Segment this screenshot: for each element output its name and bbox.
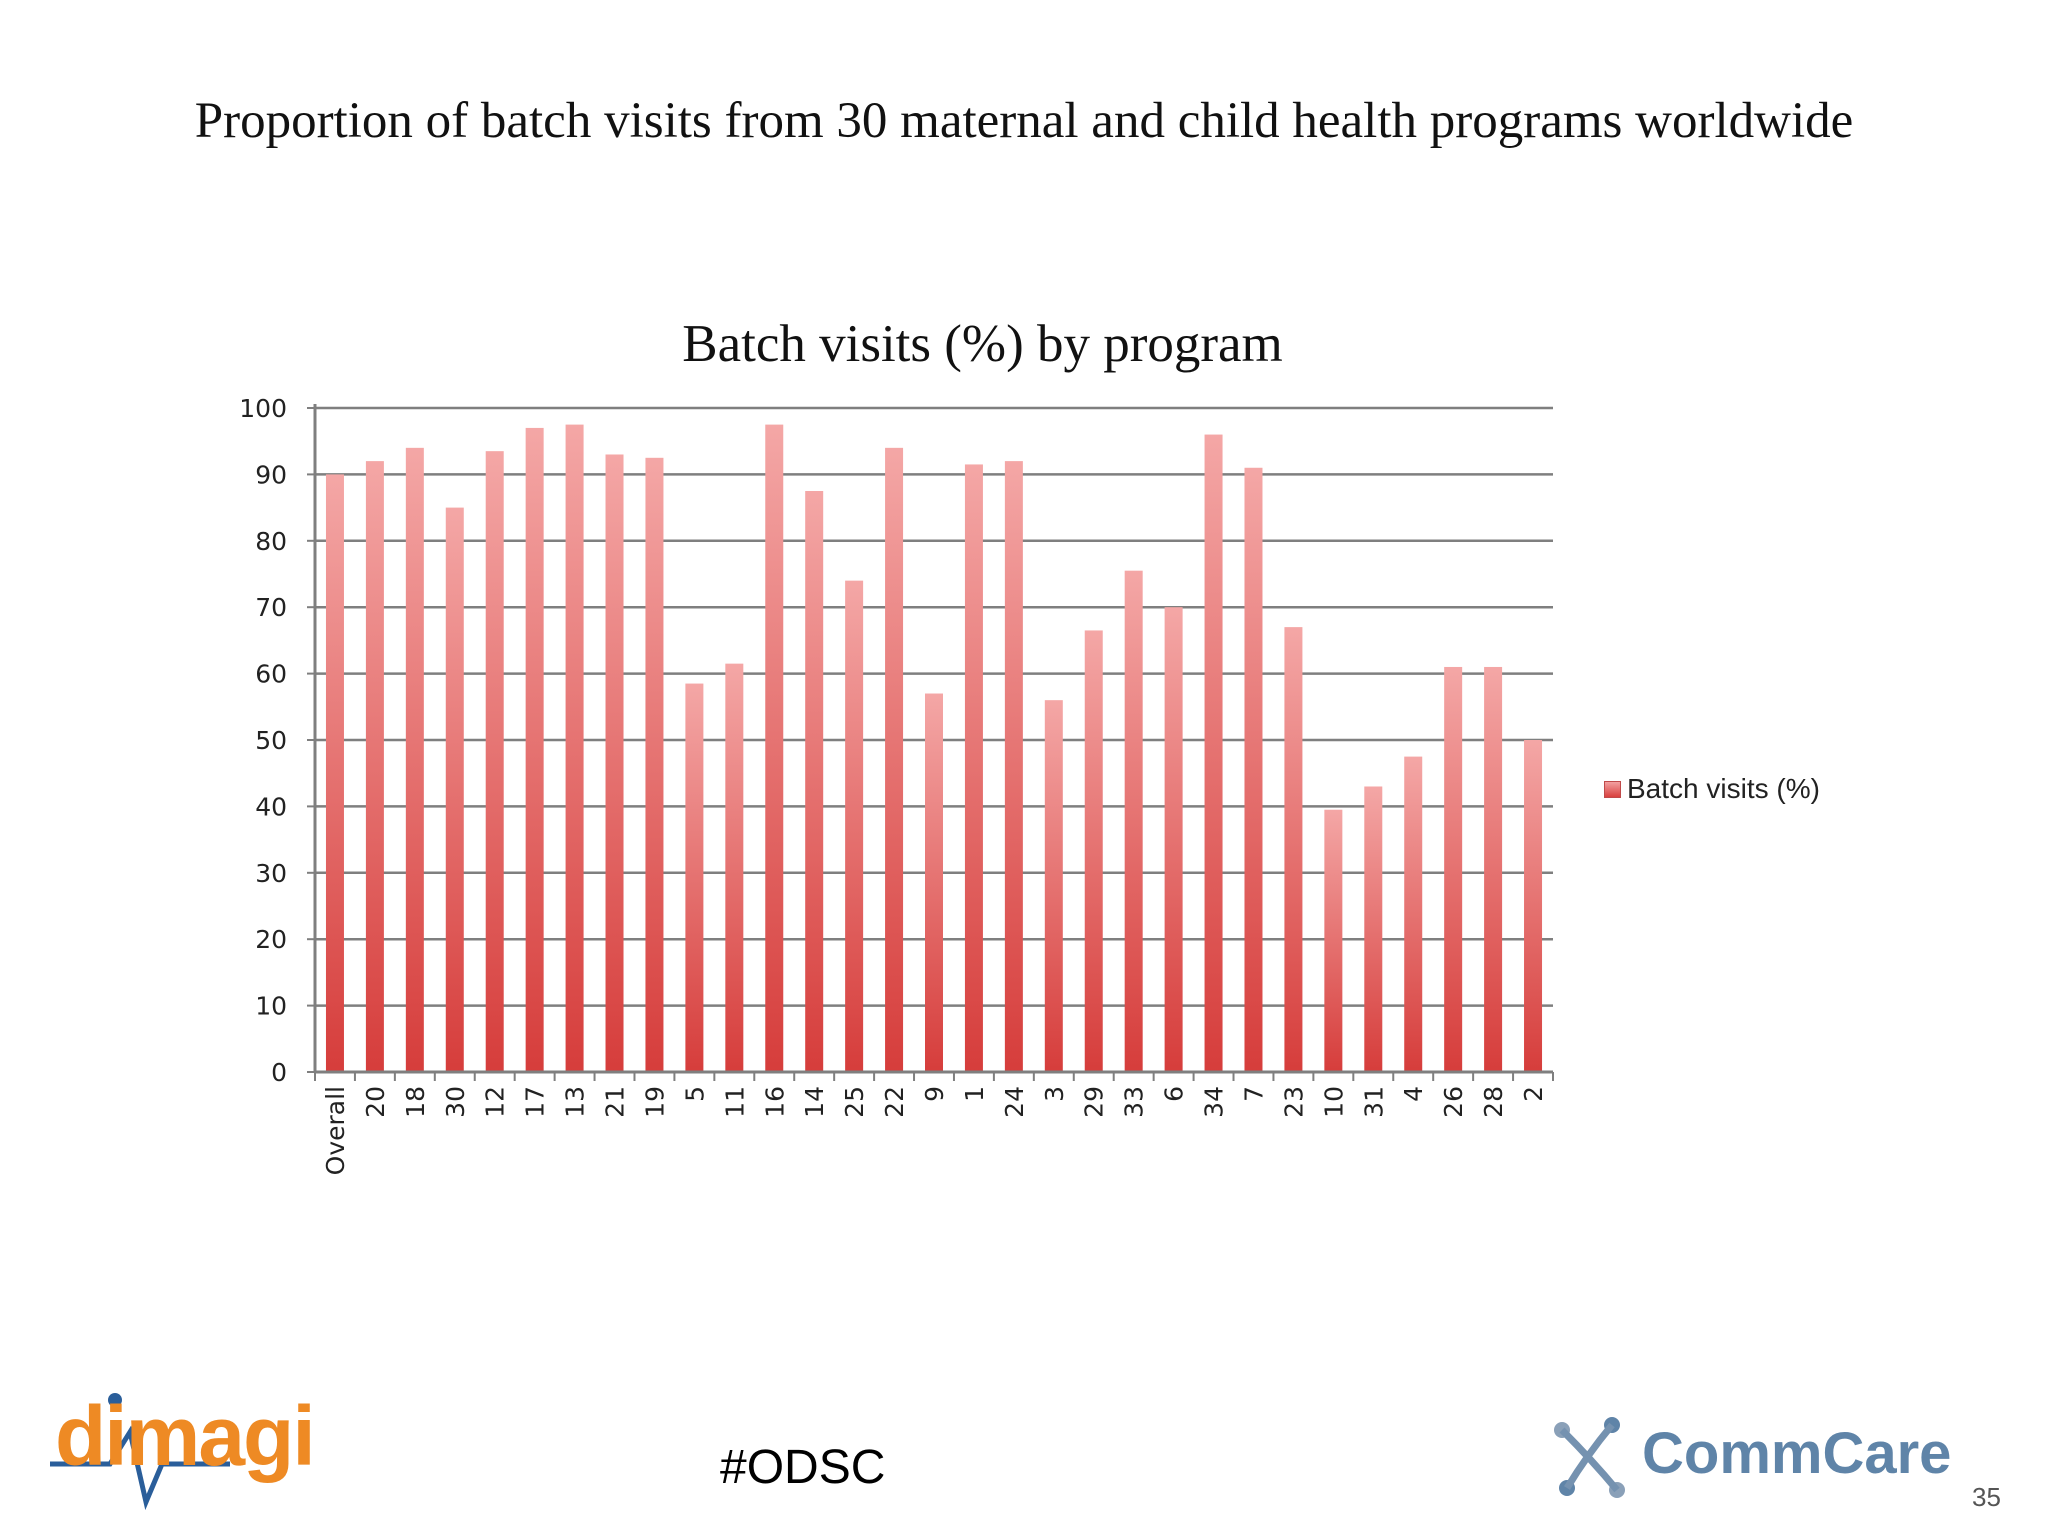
x-tick-label: 31 [1359,1086,1388,1118]
bar [805,491,824,1072]
x-tick-label: 7 [1239,1086,1268,1102]
legend-label: Batch visits (%) [1627,773,1820,804]
x-tick-label: Overall [321,1086,350,1175]
commcare-logo-text: CommCare [1642,1421,1952,1486]
x-tick-label: 9 [920,1086,949,1102]
x-tick-label: 29 [1080,1086,1109,1118]
x-tick-label: 6 [1160,1086,1189,1102]
x-tick-label: 33 [1120,1086,1149,1118]
y-tick-label: 30 [255,859,287,888]
dimagi-logo-text: dimagi [55,1389,316,1483]
bar [885,447,904,1073]
bar [1444,666,1463,1072]
legend-swatch [1604,780,1621,798]
bar [565,424,584,1073]
x-tick-label: 10 [1319,1086,1348,1118]
y-tick-label: 20 [255,925,287,954]
bar [1084,630,1103,1072]
y-tick-label: 0 [271,1058,287,1087]
bar [325,474,344,1072]
chart-title: Batch visits (%) by program [682,315,1283,373]
x-tick-label: 11 [720,1086,749,1118]
bar [1484,666,1503,1072]
y-tick-label: 90 [255,460,287,489]
x-tick-label: 12 [481,1086,510,1118]
bar [765,424,784,1073]
slide-title: Proportion of batch visits from 30 mater… [194,93,1854,149]
bar [645,457,664,1072]
bar [1124,570,1143,1072]
x-tick-label: 20 [361,1086,390,1118]
x-tick-label: 30 [441,1086,470,1118]
bar [605,454,624,1073]
x-tick-label: 23 [1279,1086,1308,1118]
x-tick-label: 19 [640,1086,669,1118]
bar [445,507,464,1073]
x-tick-label: 24 [1000,1086,1029,1118]
bar [1204,434,1223,1072]
x-tick-label: 5 [680,1086,709,1102]
x-tick-label: 4 [1399,1086,1428,1102]
dimagi-logo [50,1393,230,1511]
bar [1364,786,1383,1072]
bar [405,447,424,1073]
x-tick-label: 14 [800,1086,829,1118]
x-tick-label: 2 [1519,1086,1548,1102]
x-tick-label: 16 [760,1086,789,1118]
bar [1524,740,1543,1072]
x-tick-label: 22 [880,1086,909,1118]
bar [845,580,864,1072]
x-tick-label: 26 [1439,1086,1468,1118]
x-tick-label: 18 [401,1086,430,1118]
x-tick-label: 21 [601,1086,630,1118]
y-tick-label: 70 [255,593,287,622]
bar [1044,700,1063,1072]
y-tick-label: 80 [255,527,287,556]
bar [1284,627,1303,1072]
bar [925,693,943,1072]
y-tick-label: 40 [255,792,287,821]
y-tick-label: 60 [255,660,287,689]
x-tick-label: 13 [561,1086,590,1118]
page-number: 35 [1972,1482,2001,1512]
legend: Batch visits (%) [1604,773,1820,805]
bar [525,427,544,1072]
bar [365,461,384,1072]
x-tick-label: 34 [1200,1086,1229,1118]
bar [1004,461,1023,1072]
x-tick-label: 17 [521,1086,550,1118]
bar [1324,809,1343,1072]
bar [1244,467,1263,1072]
bar [964,464,983,1072]
x-tick-label: 28 [1479,1086,1508,1118]
x-tick-label: 3 [1040,1086,1069,1102]
bars [325,424,1543,1073]
bar [485,451,504,1072]
x-tick-label: 1 [960,1086,989,1102]
commcare-logo-icon [1554,1417,1625,1498]
bar [1164,607,1183,1072]
y-tick-label: 10 [255,992,287,1021]
y-tick-label: 100 [239,394,287,423]
y-tick-label: 50 [255,726,287,755]
x-tick-label: 25 [840,1086,869,1118]
bar [725,663,744,1072]
axes [313,404,1554,1081]
bar [1404,756,1423,1072]
bar [685,683,704,1072]
hashtag: #ODSC [720,1441,886,1494]
